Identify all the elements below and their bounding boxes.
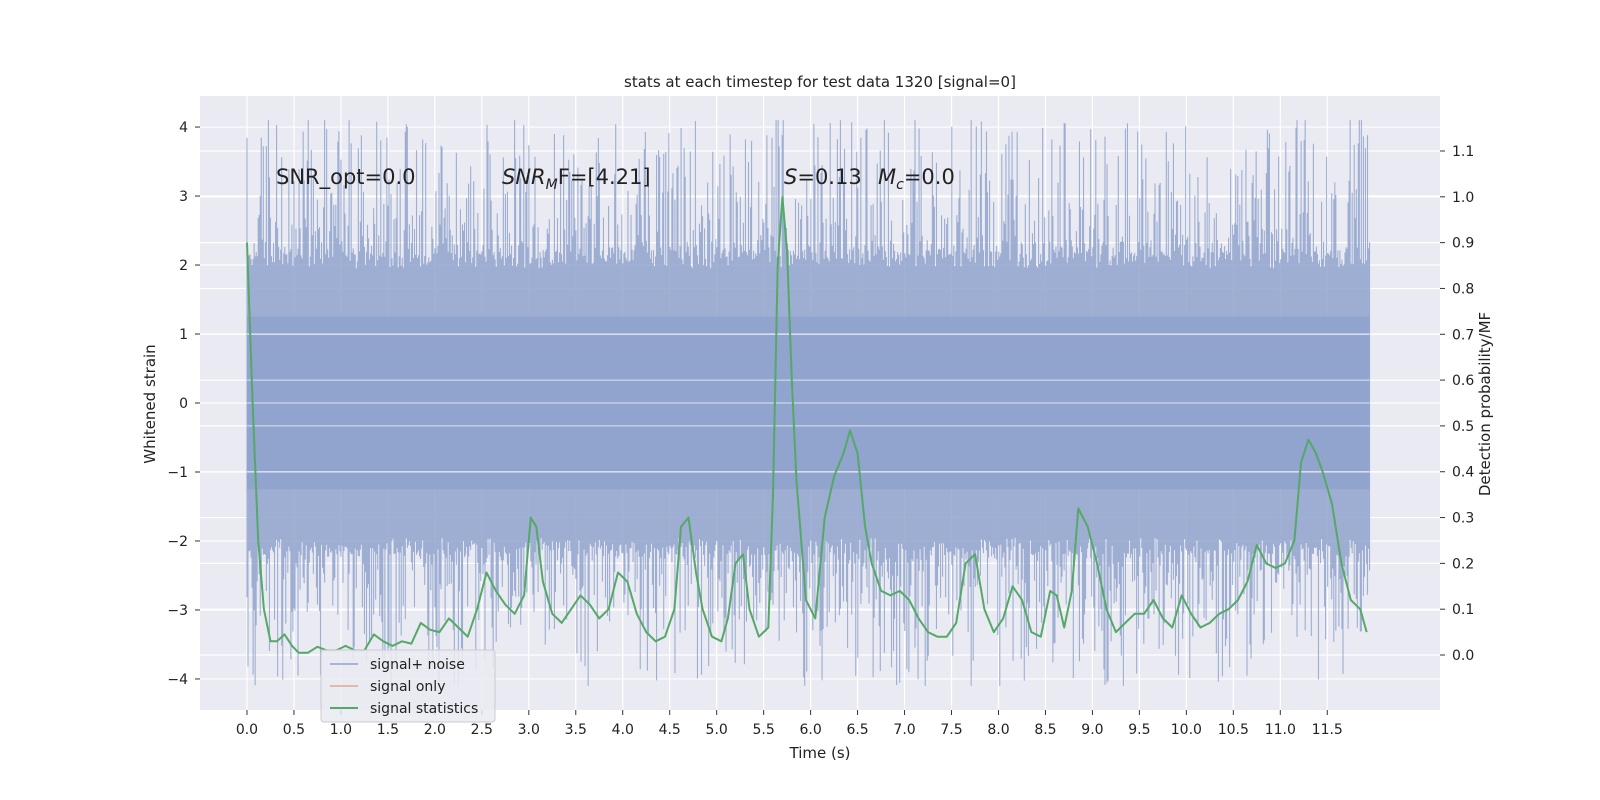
x-tick-label: 8.5	[1034, 722, 1056, 738]
y2-tick-label: 0.4	[1452, 465, 1474, 481]
y2-tick-label: 0.2	[1452, 556, 1474, 572]
x-tick-label: 11.5	[1312, 722, 1343, 738]
annotation-s-label: S	[784, 165, 797, 189]
x-tick-label: 11.0	[1265, 722, 1296, 738]
y-tick-label: 2	[179, 258, 188, 274]
axis-ticks: 0.0 0.5 1.0 1.5 2.0 2.5 3.0 3.5 4.0 4.5 5.0 5.5 6.0 6…	[167, 120, 1474, 738]
x-tick-label: 0.5	[283, 722, 305, 738]
chart-title: stats at each timestep for test data 132…	[624, 73, 1016, 91]
y2-tick-label: 0.8	[1452, 281, 1474, 297]
x-tick-label: 1.5	[377, 722, 399, 738]
x-tick-label: 7.0	[893, 722, 915, 738]
annotation-s-value: =0.13	[797, 165, 861, 189]
y-axis-label: Whitened strain	[141, 344, 159, 463]
annotation-snr-opt: SNR_opt=0.0	[276, 165, 416, 190]
legend: signal+ noise signal only signal statist…	[320, 649, 496, 723]
y-tick-label: −1	[167, 465, 188, 481]
y2-tick-label: 0.6	[1452, 373, 1474, 389]
x-tick-label: 6.5	[846, 722, 868, 738]
x-axis-label: Time (s)	[789, 744, 851, 762]
annotation-snr-mf: SNRMF=[4.21]	[502, 165, 651, 193]
x-tick-label: 9.0	[1081, 722, 1103, 738]
annotation-mc-sub: c	[896, 177, 904, 193]
y2-tick-label: 0.3	[1452, 511, 1474, 527]
x-tick-label: 1.0	[330, 722, 352, 738]
y-tick-label: 1	[179, 327, 188, 343]
legend-label-signal-only: signal only	[370, 679, 445, 695]
signal-statistics-line	[246, 195, 1368, 654]
annotation-mc-value: =0.0	[904, 165, 955, 189]
y2-tick-label: 1.0	[1452, 190, 1474, 206]
y2-tick-label: 0.7	[1452, 327, 1474, 343]
x-tick-label: 10.0	[1171, 722, 1202, 738]
legend-box	[320, 649, 496, 723]
x-tick-label: 5.0	[706, 722, 728, 738]
annotation-mc-label: M	[878, 165, 896, 189]
x-tick-label: 9.5	[1128, 722, 1150, 738]
x-tick-label: 6.0	[799, 722, 821, 738]
y2-tick-label: 0.5	[1452, 419, 1474, 435]
x-tick-label: 8.0	[987, 722, 1009, 738]
x-tick-label: 5.5	[753, 722, 775, 738]
annotation-snr-mf-sub: M	[546, 177, 558, 193]
annotation-s: S=0.13	[784, 165, 862, 189]
y2-tick-label: 0.9	[1452, 236, 1474, 252]
annotation-mc: Mc=0.0	[878, 165, 955, 193]
x-tick-label: 7.5	[940, 722, 962, 738]
legend-label-signal-plus-noise: signal+ noise	[370, 657, 465, 673]
x-tick-label: 4.5	[659, 722, 681, 738]
y-tick-label: −2	[167, 534, 188, 550]
y-tick-label: 4	[179, 120, 188, 136]
y2-tick-label: 0.0	[1452, 648, 1474, 664]
legend-label-signal-statistics: signal statistics	[370, 701, 478, 717]
x-tick-label: 0.0	[236, 722, 258, 738]
y-tick-label: 0	[179, 396, 188, 412]
signal-plus-noise-series	[246, 120, 1371, 686]
annotations: SNR_opt=0.0 SNRMF=[4.21] S=0.13 Mc=0.0	[276, 165, 955, 193]
x-tick-label: 10.5	[1218, 722, 1249, 738]
signal-statistics-series	[246, 195, 1368, 654]
x-tick-label: 2.0	[424, 722, 446, 738]
y-tick-label: −4	[167, 672, 188, 688]
y-tick-label: 3	[179, 189, 188, 205]
y2-tick-label: 0.1	[1452, 602, 1474, 618]
y2-axis-label: Detection probability/MF	[1476, 312, 1494, 496]
x-tick-label: 2.5	[471, 722, 493, 738]
x-tick-label: 3.5	[565, 722, 587, 738]
annotation-snr-mf-tail: F=[4.21]	[558, 165, 651, 189]
x-tick-label: 4.0	[612, 722, 634, 738]
y-tick-label: −3	[167, 603, 188, 619]
annotation-snr-mf-main: SNR	[502, 165, 546, 189]
x-tick-label: 3.0	[518, 722, 540, 738]
y2-tick-label: 1.1	[1452, 144, 1474, 160]
